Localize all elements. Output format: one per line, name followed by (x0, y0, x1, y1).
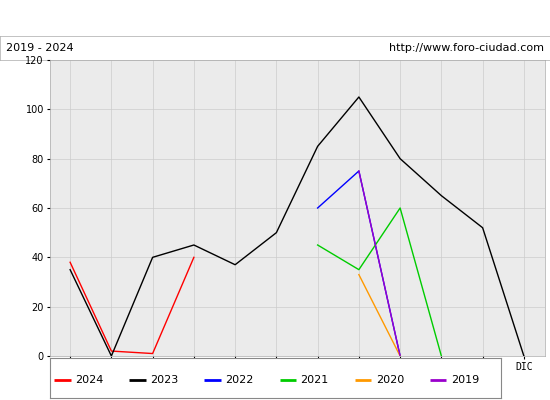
Text: 2019 - 2024: 2019 - 2024 (6, 43, 73, 53)
Text: http://www.foro-ciudad.com: http://www.foro-ciudad.com (389, 43, 544, 53)
Text: 2021: 2021 (300, 375, 329, 385)
Text: 2023: 2023 (150, 375, 178, 385)
Text: 2024: 2024 (75, 375, 103, 385)
Text: 2022: 2022 (226, 375, 254, 385)
Text: 2020: 2020 (376, 375, 404, 385)
Text: Evolucion Nº Turistas Extranjeros en el municipio de Beniarjó: Evolucion Nº Turistas Extranjeros en el … (63, 11, 487, 25)
Text: 2019: 2019 (451, 375, 479, 385)
